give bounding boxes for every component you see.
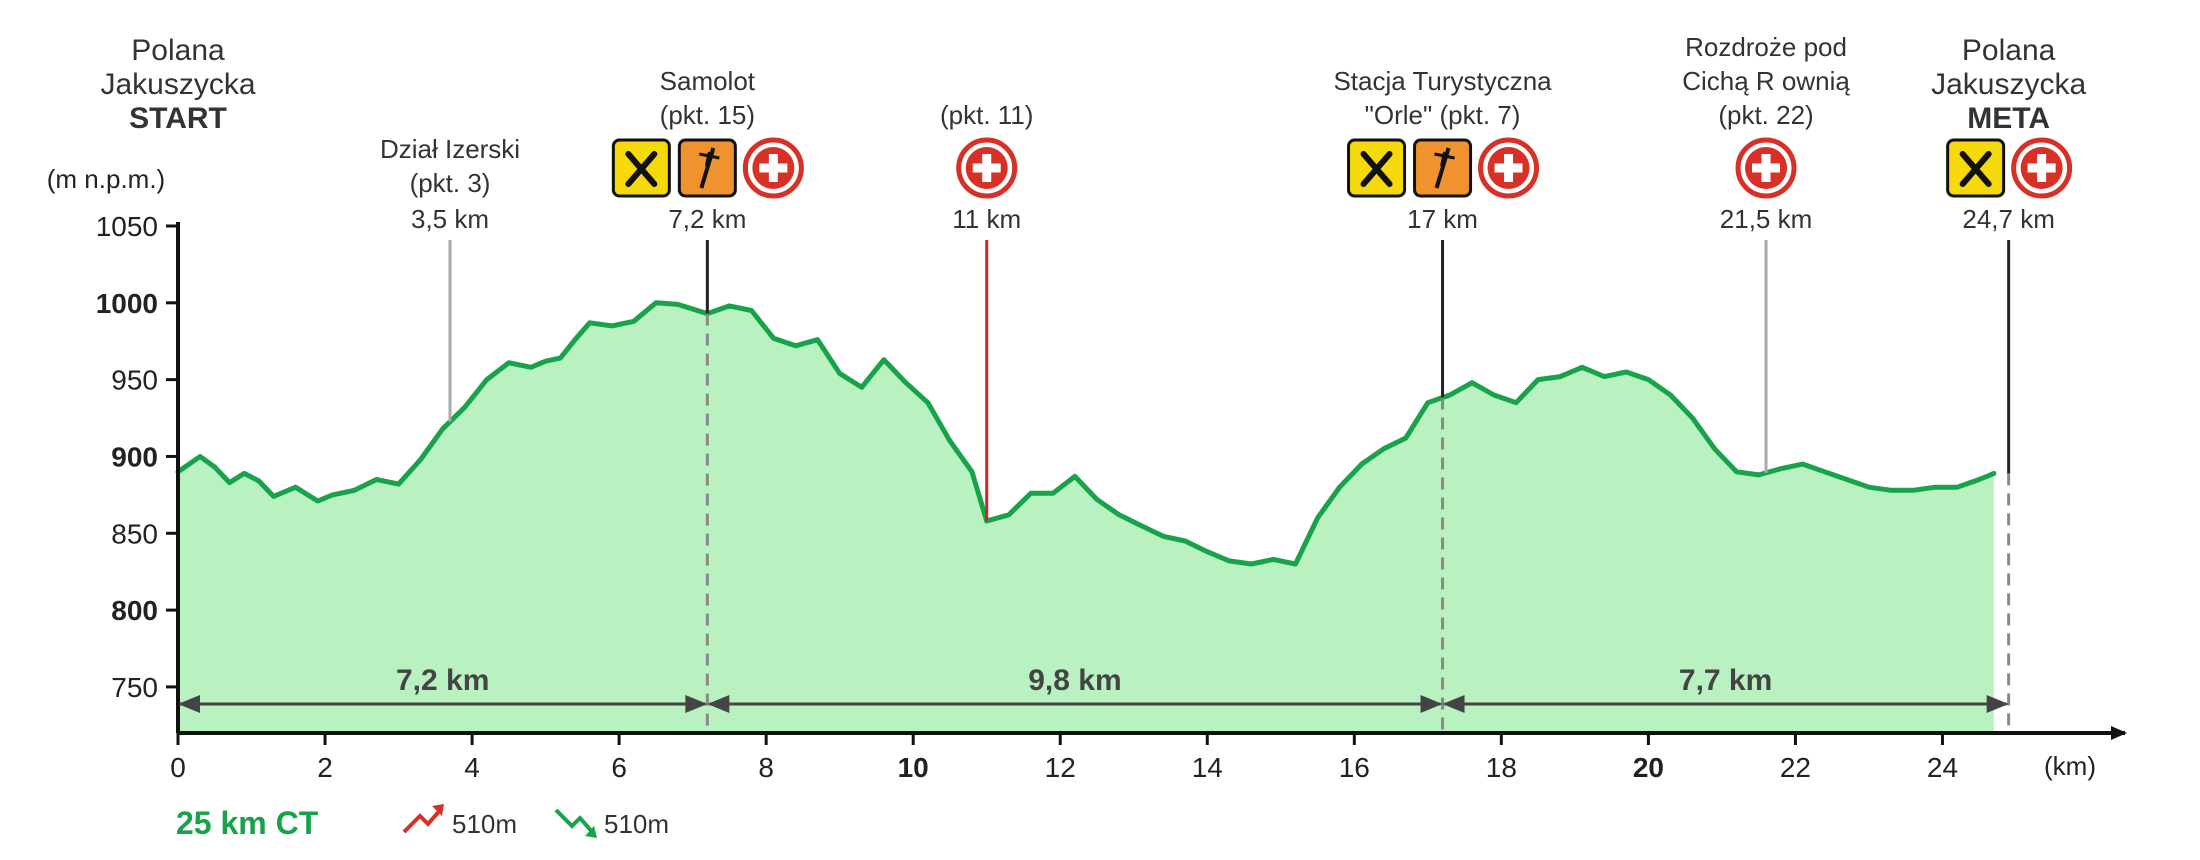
y-tick-label-950: 950 <box>111 365 158 396</box>
checkpoint-label-line-2-1: (pkt. 15) <box>660 100 755 130</box>
x-tick-label-0: 0 <box>170 752 186 783</box>
checkpoint-label-bold-0: START <box>129 102 227 135</box>
ski-wax-icon-2-handle <box>704 151 711 167</box>
checkpoint-markers-layer <box>448 240 2011 521</box>
food-icon-4-fork <box>1360 151 1393 187</box>
first-aid-icon-6 <box>2011 137 2073 199</box>
descent-arrow-stroke <box>554 808 596 836</box>
checkpoint-label-line-0-0: Polana <box>131 34 225 67</box>
x-tick-label-12: 12 <box>1045 752 1076 783</box>
ascent-arrow-icon <box>402 804 444 834</box>
ski-wax-icon-4 <box>1413 138 1473 198</box>
checkpoint-label-line-6-0: Polana <box>1962 34 2056 67</box>
x-tick-label-6: 6 <box>611 752 627 783</box>
food-icon-4 <box>1347 138 1407 198</box>
checkpoint-distance-6: 24,7 km <box>1962 204 2055 234</box>
segment-distance-layer: 7,2 km 9,8 km 7,7 km <box>178 664 2009 713</box>
legend-title: 25 km CT <box>176 805 319 841</box>
y-tick-label-750: 750 <box>111 672 158 703</box>
food-icon-2 <box>611 138 671 198</box>
first-aid-icon-6-cross-h <box>2027 163 2056 173</box>
segment-distance-label-0: 7,2 km <box>396 664 489 697</box>
first-aid-icon-4 <box>1478 137 1540 199</box>
first-aid-icon-5 <box>1735 137 1797 199</box>
elevation-profile-line <box>175 300 1997 567</box>
first-aid-icon-5-cross-h <box>1752 163 1781 173</box>
x-tick-label-22: 22 <box>1780 752 1811 783</box>
ski-wax-icon-2 <box>677 138 737 198</box>
first-aid-icon-4-cross-h <box>1494 163 1523 173</box>
x-tick-label-10: 10 <box>898 752 929 783</box>
descent-arrow-head <box>585 826 597 838</box>
elevation-area-layer <box>175 300 2011 733</box>
checkpoint-label-line-5-0: Rozdroże pod <box>1685 32 1847 62</box>
legend-layer: 25 km CT 510m 510m <box>176 804 669 841</box>
ski-wax-icon-4-handle <box>1440 151 1447 167</box>
segment-arrow-head-right-0 <box>685 695 708 713</box>
y-tick-label-900: 900 <box>111 441 158 472</box>
x-tick-label-14: 14 <box>1192 752 1223 783</box>
checkpoint-label-line-2-0: Samolot <box>660 66 756 96</box>
x-tick-label-2: 2 <box>317 752 333 783</box>
checkpoint-distance-5: 21,5 km <box>1720 204 1813 234</box>
checkpoint-distance-4: 17 km <box>1407 204 1478 234</box>
legend-ascent-value: 510m <box>452 809 517 839</box>
checkpoint-distance-1: 3,5 km <box>411 204 489 234</box>
y-tick-label-800: 800 <box>111 595 158 626</box>
y-tick-label-850: 850 <box>111 518 158 549</box>
segment-distance-label-1: 9,8 km <box>1028 664 1121 697</box>
checkpoint-label-line-4-0: Stacja Turystyczna <box>1333 66 1552 96</box>
segment-arrow-head-left-1 <box>707 695 730 713</box>
segment-distance-label-2: 7,7 km <box>1679 664 1772 697</box>
y-axis-unit-label: (m n.p.m.) <box>47 164 165 194</box>
food-icon-6 <box>1946 138 2006 198</box>
ascent-arrow-head <box>432 804 444 816</box>
checkpoint-distance-3: 11 km <box>952 204 1021 234</box>
first-aid-icon-2 <box>742 137 804 199</box>
checkpoint-label-line-5-2: (pkt. 22) <box>1718 100 1813 130</box>
checkpoint-label-line-0-1: Jakuszycka <box>100 68 255 101</box>
y-tick-label-1000: 1000 <box>96 288 158 319</box>
segment-arrow-head-left-2 <box>1442 695 1465 713</box>
checkpoint-label-line-6-1: Jakuszycka <box>1931 68 2086 101</box>
ski-wax-icon-4-ski <box>1434 147 1451 189</box>
y-tick-label-1050: 1050 <box>96 211 158 242</box>
x-tick-label-8: 8 <box>758 752 774 783</box>
x-tick-label-24: 24 <box>1927 752 1958 783</box>
checkpoint-distance-2: 7,2 km <box>668 204 746 234</box>
checkpoint-label-line-1-0: Dział Izerski <box>380 134 520 164</box>
checkpoint-label-line-5-1: Cichą R ownią <box>1682 66 1850 96</box>
first-aid-icon-3 <box>956 137 1018 199</box>
x-tick-label-16: 16 <box>1339 752 1370 783</box>
legend-descent-value: 510m <box>604 809 669 839</box>
checkpoint-label-line-4-1: "Orle" (pkt. 7) <box>1365 100 1521 130</box>
elevation-fill-area <box>178 302 1994 733</box>
first-aid-icon-3-cross-h <box>972 163 1001 173</box>
x-tick-label-18: 18 <box>1486 752 1517 783</box>
checkpoint-label-bold-6: META <box>1967 102 2050 135</box>
ski-wax-icon-2-ski <box>699 147 716 189</box>
segment-arrow-head-left-0 <box>178 695 200 713</box>
x-tick-label-4: 4 <box>464 752 480 783</box>
checkpoint-label-line-1-1: (pkt. 3) <box>410 168 491 198</box>
ascent-arrow-stroke <box>402 806 444 834</box>
food-icon-6-fork <box>1959 151 1992 187</box>
x-axis-unit-label: (km) <box>2044 751 2096 781</box>
descent-arrow-icon <box>554 808 597 838</box>
x-tick-label-20: 20 <box>1633 752 1664 783</box>
segment-arrow-head-right-1 <box>1420 695 1443 713</box>
checkpoint-label-line-3-0: (pkt. 11) <box>940 100 1033 130</box>
food-icon-2-fork <box>625 151 658 187</box>
first-aid-icon-2-cross-h <box>759 163 788 173</box>
segment-arrow-head-right-2 <box>1986 695 2009 713</box>
